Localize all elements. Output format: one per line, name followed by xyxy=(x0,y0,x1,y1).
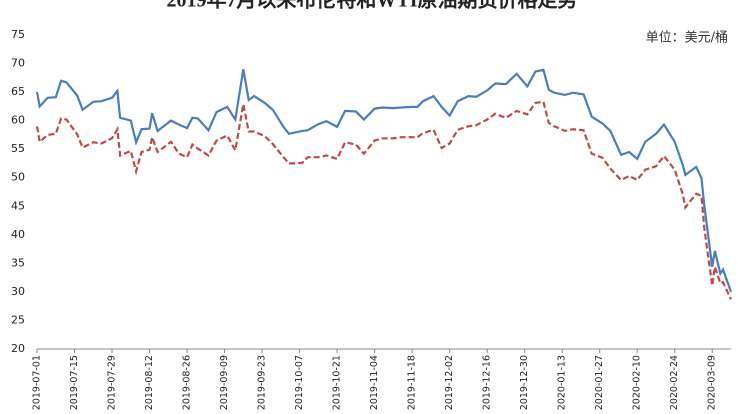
unit-label: 单位：美元/桶 xyxy=(646,31,728,46)
y-tick-label: 45 xyxy=(11,199,25,212)
chart-title: 2019年7月以来布伦特和WTI原油期货价格走势 xyxy=(166,0,577,12)
y-tick-label: 75 xyxy=(11,28,25,41)
x-tick-label: 2020-03-09 xyxy=(707,355,718,410)
x-tick-label: 2020-02-10 xyxy=(632,355,643,410)
y-tick-label: 70 xyxy=(11,57,25,70)
x-tick-label: 2019-08-26 xyxy=(182,355,193,410)
x-tick-label: 2019-12-02 xyxy=(444,355,455,410)
x-tick-label: 2019-11-04 xyxy=(369,355,380,410)
x-tick-label: 2019-09-23 xyxy=(257,355,268,410)
y-tick-label: 30 xyxy=(11,285,25,298)
y-tick-label: 65 xyxy=(11,85,25,98)
x-tick-label: 2019-12-16 xyxy=(482,355,493,410)
y-tick-label: 50 xyxy=(11,171,25,184)
x-tick-label: 2019-10-21 xyxy=(332,355,343,410)
x-tick-label: 2019-07-01 xyxy=(32,355,43,410)
series-line xyxy=(35,100,732,300)
x-tick-label: 2019-07-15 xyxy=(69,355,80,410)
y-tick-label: 40 xyxy=(11,228,25,241)
series-line xyxy=(35,68,733,293)
y-tick-label: 20 xyxy=(11,342,25,355)
x-tick-label: 2019-12-30 xyxy=(519,355,530,410)
x-tick-label: 2020-01-13 xyxy=(557,355,568,410)
y-tick-label: 60 xyxy=(11,114,25,127)
x-tick-label: 2019-10-07 xyxy=(294,355,305,410)
x-tick-label: 2019-08-12 xyxy=(144,355,155,410)
x-tick-label: 2019-11-18 xyxy=(407,355,418,410)
x-tick-label: 2019-07-29 xyxy=(107,355,118,410)
y-tick-label: 35 xyxy=(11,256,25,269)
x-tick-label: 2020-02-24 xyxy=(669,355,680,410)
x-tick-label: 2019-09-09 xyxy=(219,355,230,410)
x-tick-label: 2020-01-27 xyxy=(594,355,605,410)
y-tick-label: 25 xyxy=(11,313,25,326)
y-tick-label: 55 xyxy=(11,142,25,155)
